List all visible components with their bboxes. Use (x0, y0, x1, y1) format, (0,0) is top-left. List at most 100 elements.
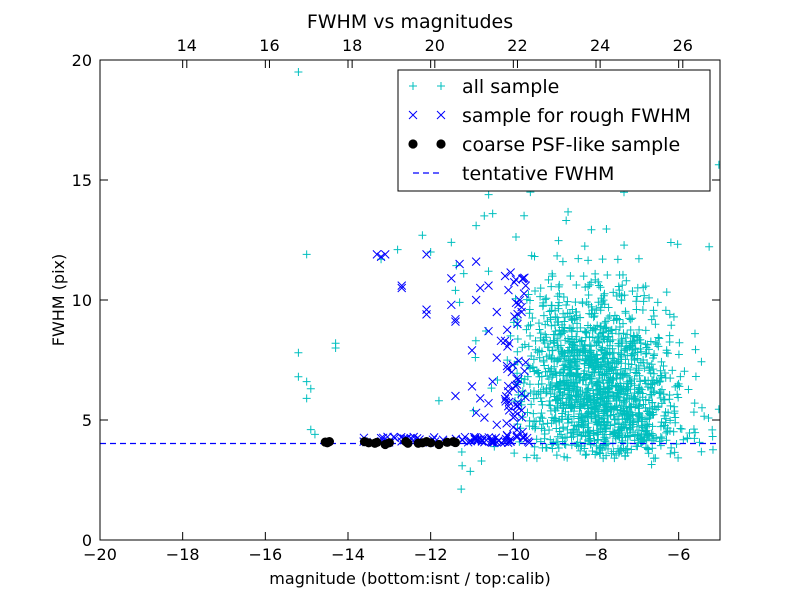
all-sample-point (576, 323, 585, 332)
all-sample-point (528, 313, 537, 322)
all-sample-point (641, 395, 650, 404)
all-sample-point (621, 446, 630, 455)
rough-fwhm-point (484, 326, 493, 336)
all-sample-point (554, 282, 563, 291)
all-sample-point (551, 312, 560, 321)
all-sample-point (594, 365, 603, 374)
all-sample-point (593, 379, 602, 388)
rough-fwhm-point (511, 298, 521, 308)
all-sample-point (587, 225, 596, 234)
all-sample-point (626, 423, 635, 432)
all-sample-point (619, 329, 628, 338)
all-sample-point (554, 330, 563, 339)
all-sample-point (578, 399, 587, 408)
rough-fwhm-point (397, 283, 407, 293)
all-sample-point (548, 385, 557, 394)
all-sample-point (536, 393, 545, 402)
all-sample-point (531, 422, 540, 431)
all-sample-point (572, 281, 581, 290)
all-sample-point (302, 250, 311, 259)
all-sample-point (623, 330, 632, 339)
all-sample-point (666, 449, 675, 458)
all-sample-point (641, 340, 650, 349)
all-sample-point (618, 281, 627, 290)
rough-fwhm-point (380, 250, 390, 259)
all-sample-point (563, 334, 572, 343)
all-sample-point (655, 334, 664, 343)
all-sample-point (558, 348, 567, 357)
all-sample-point (614, 444, 623, 453)
all-sample-point (623, 379, 632, 388)
rough-fwhm-point (500, 336, 510, 346)
rough-fwhm-point (372, 250, 382, 259)
rough-fwhm-point (514, 374, 523, 384)
y-tick-label: 0 (82, 531, 92, 550)
all-sample-point (665, 390, 674, 399)
all-sample-point (577, 400, 586, 409)
all-sample-point (675, 338, 684, 347)
all-sample-point (591, 269, 600, 278)
all-sample-point (669, 427, 678, 436)
all-sample-point (534, 369, 543, 378)
all-sample-point (558, 437, 567, 446)
all-sample-point (576, 313, 585, 322)
all-sample-point (594, 277, 603, 286)
all-sample-point (683, 434, 692, 443)
all-sample-point (667, 443, 676, 452)
all-sample-point (606, 403, 615, 412)
all-sample-point (644, 449, 653, 458)
rough-fwhm-point (473, 435, 483, 445)
rough-fwhm-point (467, 346, 477, 355)
all-sample-point (579, 272, 588, 281)
all-sample-point (563, 309, 572, 318)
all-sample-point (488, 209, 497, 218)
all-sample-point (584, 290, 593, 299)
all-sample-point (608, 388, 617, 397)
all-sample-point (641, 282, 650, 291)
all-sample-point (536, 413, 545, 422)
all-sample-point (545, 401, 554, 410)
all-sample-point (608, 335, 617, 344)
rough-fwhm-point (451, 314, 460, 324)
all-sample-point (577, 409, 586, 418)
all-sample-point (562, 216, 571, 225)
top-x-tick-label: 22 (507, 36, 527, 55)
all-sample-point (569, 407, 578, 416)
all-sample-point (523, 408, 532, 417)
all-sample-point (542, 333, 551, 342)
all-sample-point (569, 432, 578, 441)
all-sample-point (426, 248, 435, 256)
rough-fwhm-point (509, 277, 519, 287)
all-sample-point (639, 400, 648, 409)
rough-fwhm-point (520, 366, 529, 376)
all-sample-point (634, 254, 643, 263)
all-sample-point (620, 410, 629, 419)
all-sample-point (552, 378, 561, 387)
rough-fwhm-point (475, 394, 485, 403)
all-sample-point (614, 357, 623, 366)
all-sample-point (636, 335, 645, 344)
all-sample-point (661, 408, 670, 417)
all-sample-point (547, 321, 556, 330)
all-sample-point (531, 336, 540, 345)
all-sample-point (560, 376, 569, 385)
all-sample-point (557, 323, 566, 332)
rough-fwhm-point (422, 310, 431, 319)
all-sample-point (573, 319, 582, 328)
all-sample-point (604, 303, 613, 312)
all-sample-point (599, 418, 608, 427)
all-sample-point (608, 374, 617, 383)
all-sample-point (594, 436, 603, 445)
all-sample-point (620, 241, 629, 250)
all-sample-point (645, 293, 654, 302)
all-sample-point (574, 254, 583, 263)
rough-fwhm-point (522, 433, 532, 443)
all-sample-point (598, 300, 606, 309)
all-sample-point (534, 380, 543, 389)
all-sample-point (580, 394, 589, 403)
rough-fwhm-point (451, 317, 460, 326)
all-sample-point (552, 451, 561, 460)
all-sample-point (628, 339, 637, 348)
legend-swatch-marker (408, 110, 418, 120)
all-sample-point (662, 436, 671, 445)
